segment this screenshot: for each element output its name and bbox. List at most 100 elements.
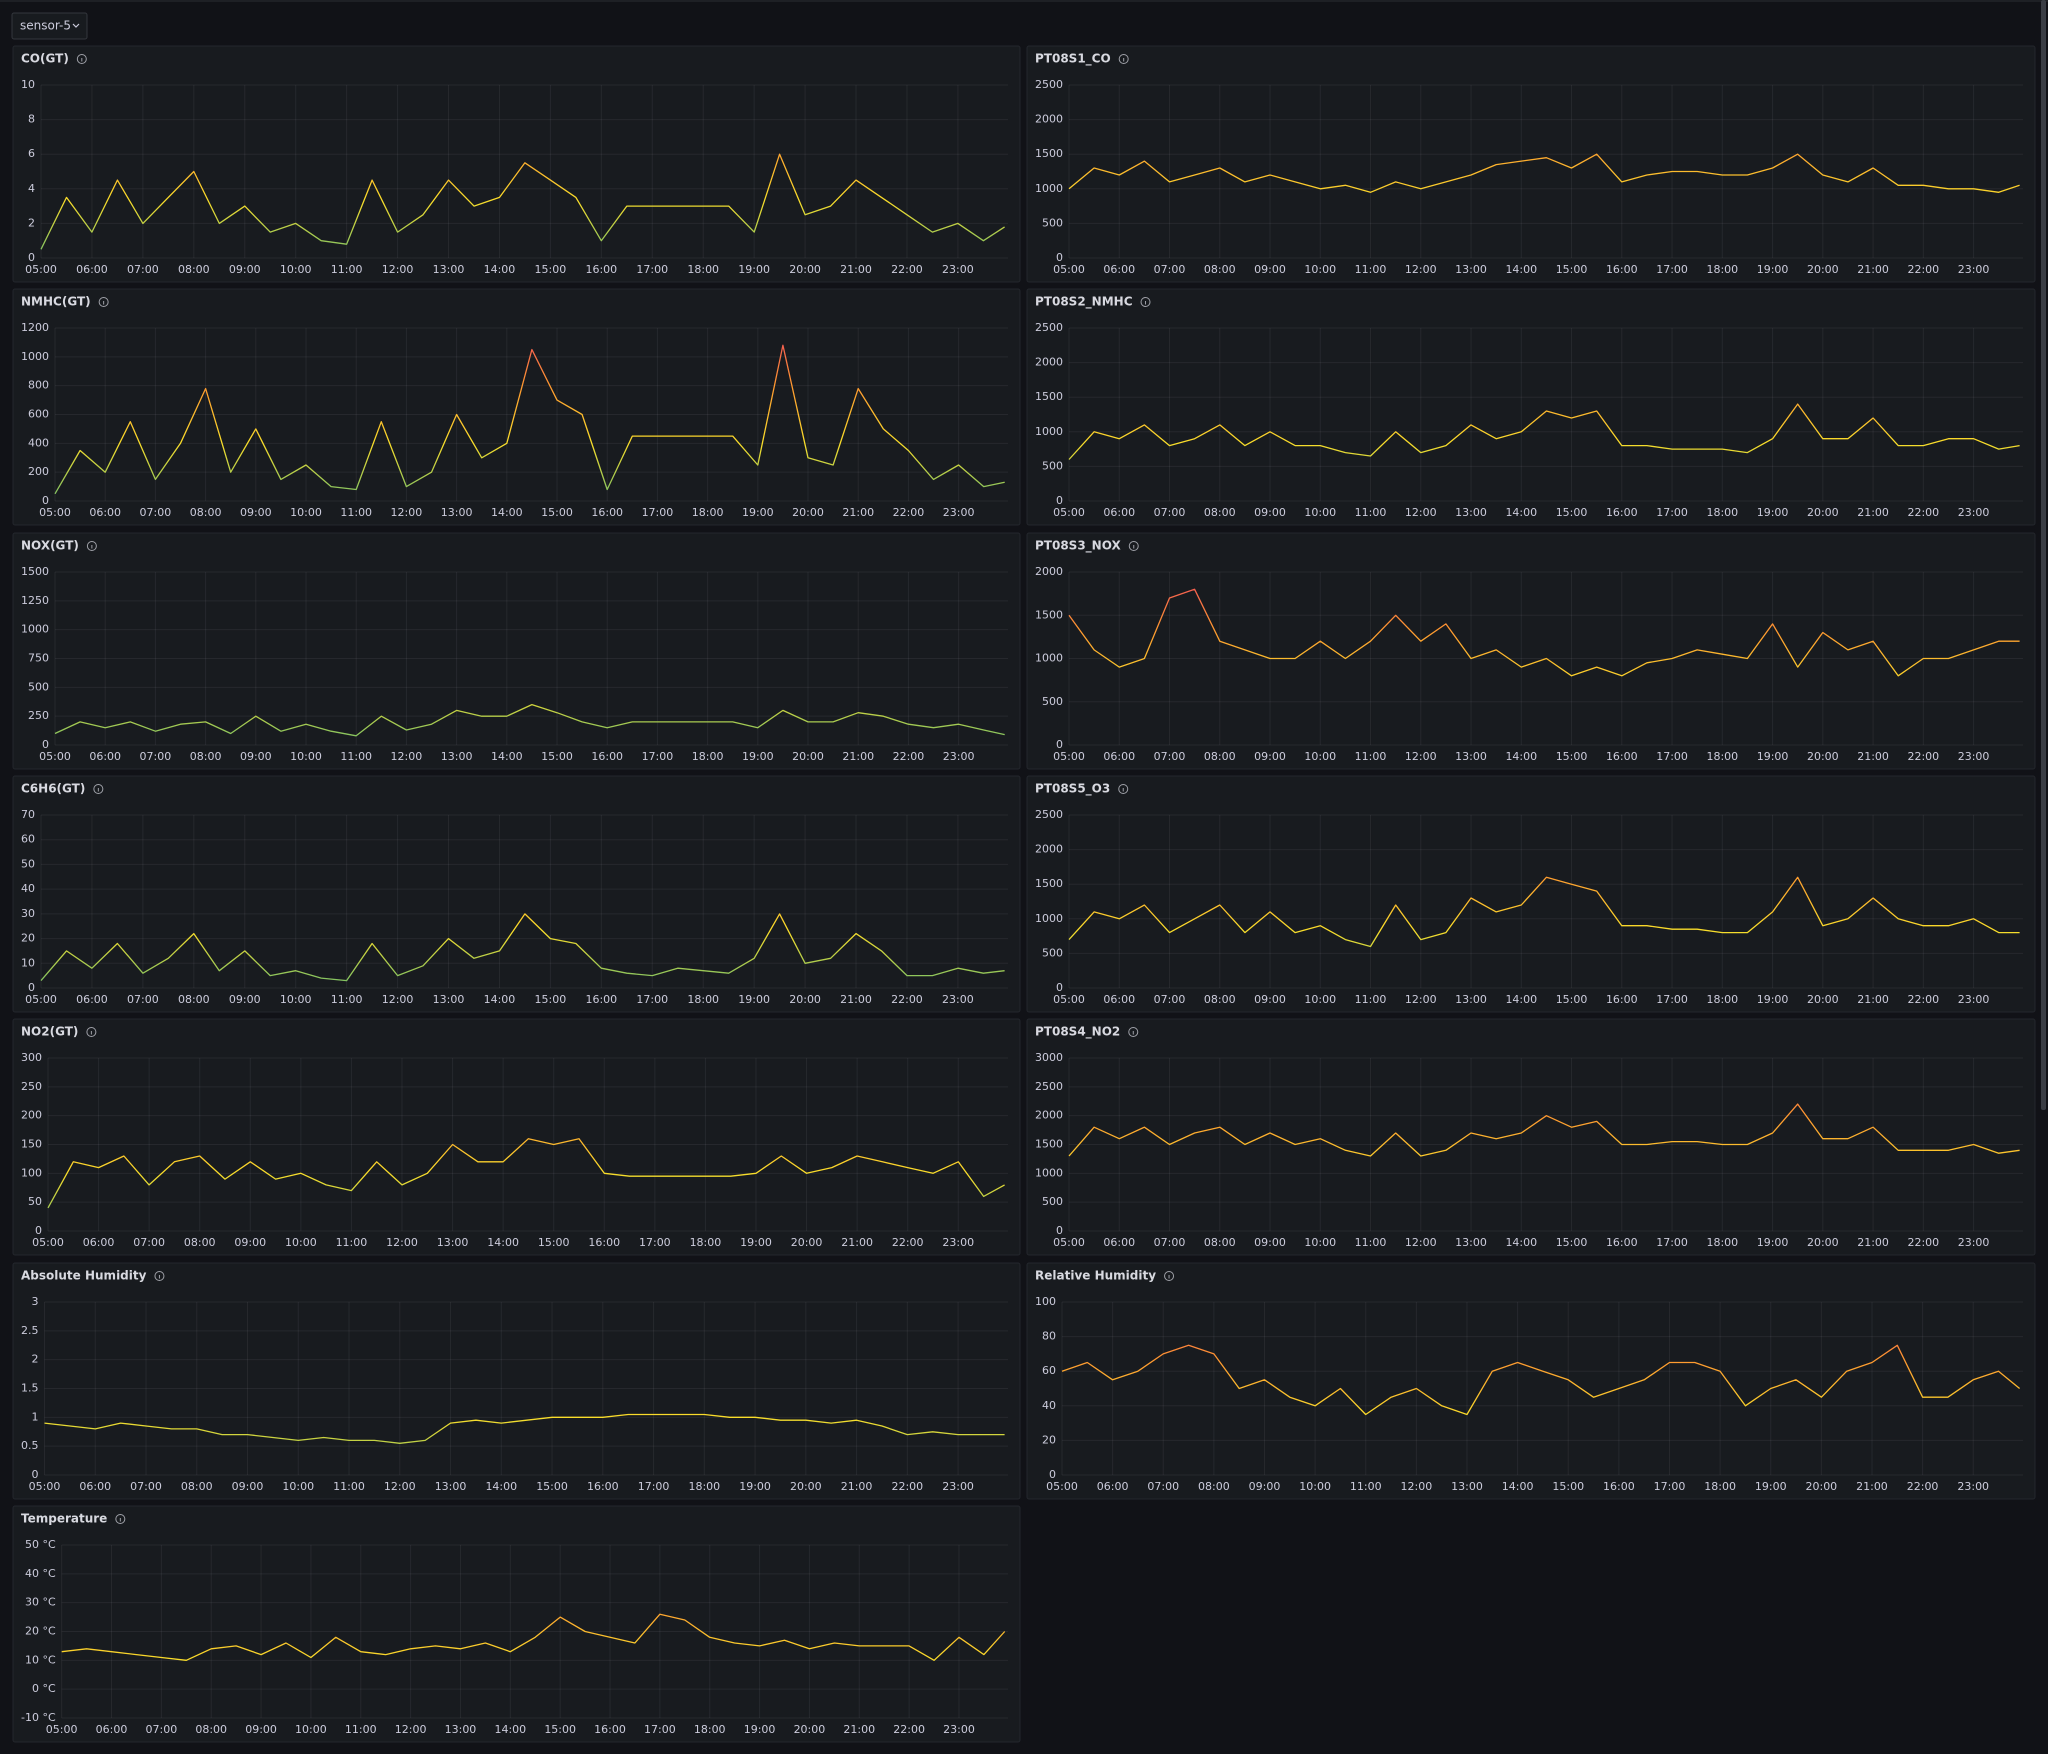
- x-tick-label: 12:00: [391, 506, 423, 519]
- picker-value[interactable]: sensor-5: [20, 19, 71, 33]
- x-tick-label: 19:00: [1755, 1480, 1787, 1493]
- x-tick-label: 21:00: [1857, 506, 1889, 519]
- x-tick-label: 08:00: [178, 993, 210, 1006]
- x-tick-label: 20:00: [1807, 993, 1839, 1006]
- x-tick-label: 16:00: [1606, 506, 1638, 519]
- x-tick-label: 14:00: [1502, 1480, 1534, 1493]
- y-tick-label: 40: [21, 882, 35, 895]
- y-tick-label: 0: [35, 1224, 42, 1237]
- x-tick-label: 19:00: [738, 993, 770, 1006]
- y-tick-label: 1000: [1035, 912, 1063, 925]
- picker-box[interactable]: [11, 12, 88, 40]
- x-tick-label: 10:00: [1304, 1236, 1336, 1249]
- x-tick-label: 20:00: [789, 263, 821, 276]
- x-tick-label: 21:00: [843, 1723, 875, 1736]
- y-tick-label: 60: [1042, 1364, 1056, 1377]
- picker-chevron[interactable]: [72, 23, 80, 28]
- x-tick-label: 22:00: [891, 263, 923, 276]
- x-tick-label: 06:00: [1103, 993, 1135, 1006]
- x-tick-label: 11:00: [1355, 750, 1387, 763]
- panel-frame: [12, 1505, 1021, 1743]
- x-tick-label: 21:00: [840, 993, 872, 1006]
- x-tick-label: 08:00: [1204, 993, 1236, 1006]
- x-tick-label: 08:00: [1204, 750, 1236, 763]
- x-tick-label: 10:00: [1299, 1480, 1331, 1493]
- x-tick-label: 09:00: [229, 263, 261, 276]
- x-tick-label: 10:00: [285, 1236, 317, 1249]
- x-tick-label: 05:00: [29, 1480, 61, 1493]
- y-tick-label: 0: [28, 251, 35, 264]
- x-tick-label: 08:00: [195, 1723, 227, 1736]
- y-tick-label: 1000: [1035, 1166, 1063, 1179]
- panel-frame: [12, 1262, 1021, 1500]
- x-tick-label: 08:00: [1204, 263, 1236, 276]
- y-tick-label: 50 °C: [25, 1538, 56, 1551]
- x-tick-label: 10:00: [290, 750, 322, 763]
- x-tick-label: 12:00: [382, 263, 414, 276]
- series-line: [54, 344, 1005, 495]
- x-tick-label: 07:00: [1154, 750, 1186, 763]
- x-tick-label: 22:00: [1907, 1480, 1939, 1493]
- info-icon: [1164, 1271, 1175, 1281]
- x-tick-label: 18:00: [687, 263, 719, 276]
- info-icon: [154, 1271, 165, 1281]
- x-tick-label: 15:00: [1556, 993, 1588, 1006]
- y-tick-label: 40 °C: [25, 1567, 56, 1580]
- y-tick-label: 300: [21, 1051, 42, 1064]
- y-tick-label: 0: [1056, 1224, 1063, 1237]
- x-tick-label: 23:00: [1958, 263, 1990, 276]
- x-tick-label: 17:00: [639, 1236, 671, 1249]
- series-line: [47, 1138, 1005, 1209]
- x-tick-label: 19:00: [742, 750, 774, 763]
- panel-title: PT08S1_CO: [1035, 52, 1111, 67]
- x-tick-label: 20:00: [792, 506, 824, 519]
- x-tick-label: 09:00: [1249, 1480, 1281, 1493]
- y-tick-label: 800: [28, 379, 49, 392]
- y-tick-label: 0: [1056, 738, 1063, 751]
- x-tick-label: 23:00: [943, 750, 975, 763]
- y-tick-label: 0: [28, 981, 35, 994]
- y-tick-label: 400: [28, 436, 49, 449]
- x-tick-label: 07:00: [1147, 1480, 1179, 1493]
- y-tick-label: 70: [21, 808, 35, 821]
- x-tick-label: 21:00: [1857, 750, 1889, 763]
- x-tick-label: 13:00: [1455, 506, 1487, 519]
- x-tick-label: 05:00: [1053, 750, 1085, 763]
- panel: NO2(GT) 0 50 100 150 200 250 300 05:00 06:00 07:00…: [12, 1018, 1021, 1256]
- x-tick-label: 12:00: [395, 1723, 427, 1736]
- x-tick-label: 14:00: [1505, 263, 1537, 276]
- x-tick-label: 17:00: [1656, 263, 1688, 276]
- panel: CO(GT) 0 2 4 6 8 10 05:00 06:00 07:00 08:00 09:00 10…: [12, 45, 1021, 283]
- x-tick-label: 07:00: [1154, 993, 1186, 1006]
- y-tick-label: 50: [21, 857, 35, 870]
- x-tick-label: 14:00: [484, 263, 516, 276]
- y-tick-label: 150: [21, 1138, 42, 1151]
- x-tick-label: 06:00: [89, 506, 121, 519]
- panel-frame: [1026, 1018, 2036, 1256]
- y-tick-label: 500: [28, 680, 49, 693]
- x-tick-label: 14:00: [1505, 1236, 1537, 1249]
- variable-picker[interactable]: sensor-5: [11, 12, 88, 40]
- y-tick-label: 20 °C: [25, 1625, 56, 1638]
- y-tick-label: 1000: [1035, 182, 1063, 195]
- y-tick-label: 0: [1049, 1468, 1056, 1481]
- y-tick-label: 20: [21, 932, 35, 945]
- x-tick-label: 22:00: [1907, 263, 1939, 276]
- x-tick-label: 19:00: [1757, 506, 1789, 519]
- x-tick-label: 23:00: [1958, 1236, 1990, 1249]
- y-tick-label: 2000: [1035, 113, 1063, 126]
- y-tick-label: -10 °C: [21, 1711, 56, 1724]
- series-line: [44, 1413, 1005, 1444]
- y-tick-label: 600: [28, 408, 49, 421]
- x-tick-label: 07:00: [140, 506, 172, 519]
- x-tick-label: 23:00: [1957, 1480, 1989, 1493]
- y-tick-label: 2000: [1035, 356, 1063, 369]
- x-tick-label: 10:00: [280, 993, 312, 1006]
- x-tick-label: 17:00: [636, 263, 668, 276]
- x-tick-label: 11:00: [1355, 993, 1387, 1006]
- panel-title: C6H6(GT): [21, 782, 85, 796]
- x-tick-label: 15:00: [538, 1236, 570, 1249]
- y-tick-label: 10 °C: [25, 1653, 56, 1666]
- scrollbar: [2041, 0, 2046, 1110]
